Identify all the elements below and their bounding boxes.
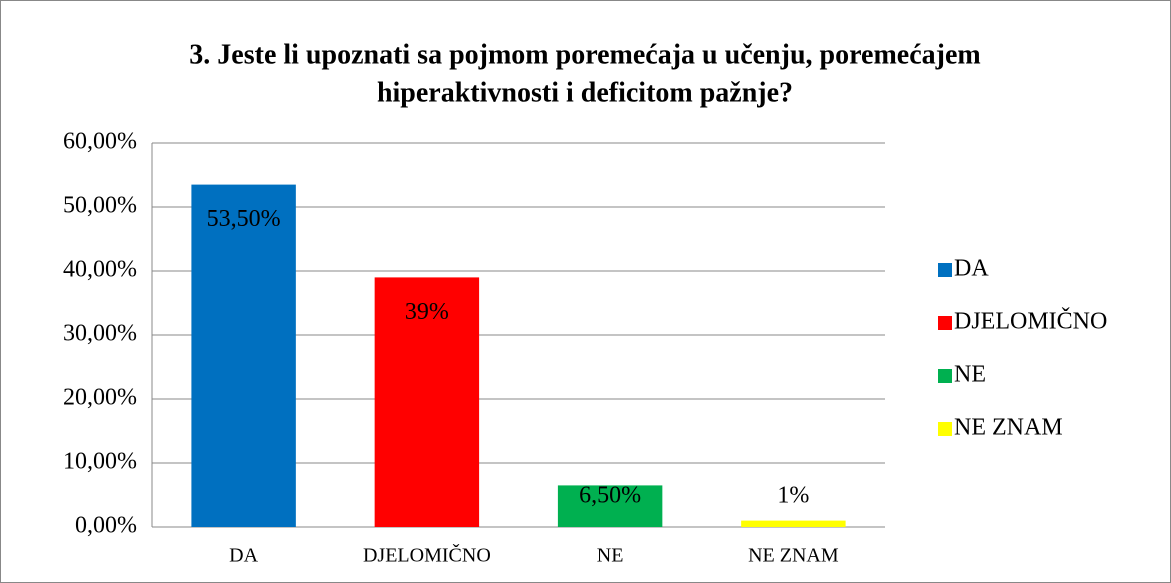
y-tick-label: 0,00% [75,513,137,539]
legend-label: NE [954,362,986,388]
legend-label: DJELOMIČNO [954,308,1107,335]
legend-swatch [938,316,952,330]
x-tick-label: DA [229,545,258,567]
bar [374,277,480,527]
data-label: 1% [777,483,809,509]
y-tick-label: 30,00% [63,321,137,347]
x-tick-label: DJELOMIČNO [363,543,491,567]
data-label: 6,50% [579,483,641,509]
legend-label: DA [954,256,989,282]
bar [741,520,846,527]
y-tick-label: 50,00% [63,193,137,219]
data-label: 53,50% [207,206,281,232]
chart-title: hiperaktivnosti i deficitom pažnje? [377,77,793,108]
bar [191,184,296,527]
legend-label: NE ZNAM [954,415,1063,441]
x-tick-label: NE [597,545,624,567]
chart-title: 3. Jeste li upoznati sa pojmom poremećaj… [189,39,980,70]
y-tick-label: 10,00% [63,449,137,475]
y-tick-label: 20,00% [63,385,137,411]
legend-swatch [938,369,952,383]
bar [557,485,663,527]
y-tick-label: 40,00% [63,257,137,283]
legend-swatch [938,263,952,277]
data-label: 39% [405,299,449,325]
legend-swatch [938,422,952,436]
x-tick-label: NE ZNAM [748,545,839,567]
y-tick-label: 60,00% [63,129,137,155]
